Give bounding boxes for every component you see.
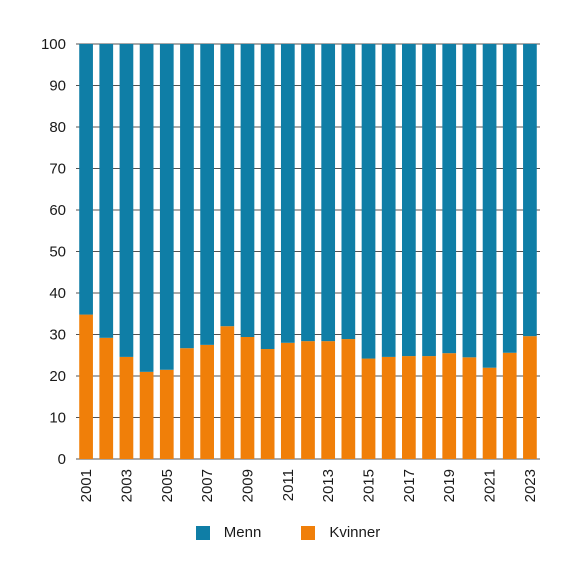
x-tick-label: 2019 [441, 469, 458, 502]
y-tick-label: 20 [49, 368, 66, 385]
x-tick-label: 2001 [78, 469, 95, 502]
bar-kvinner-2015 [361, 358, 376, 459]
bar-kvinner-2001 [79, 314, 93, 459]
bar-kvinner-2013 [321, 341, 336, 459]
x-tick-label: 2007 [199, 469, 216, 502]
bar-menn-2002 [99, 44, 114, 338]
bar-menn-2012 [301, 44, 315, 342]
x-tick-label: 2017 [401, 469, 418, 502]
bar-kvinner-2011 [280, 342, 295, 459]
bar-menn-2023 [523, 44, 537, 337]
bar-kvinner-2020 [462, 357, 477, 459]
bar-menn-2005 [159, 44, 174, 370]
legend-swatch-menn [195, 525, 210, 540]
x-tick-label: 2005 [159, 469, 176, 502]
y-tick-label: 60 [49, 202, 66, 219]
bar-kvinner-2007 [200, 344, 214, 459]
bar-menn-2009 [240, 44, 255, 337]
x-tick-label: 2021 [482, 469, 499, 502]
legend-item-kvinner: Kvinner [301, 524, 380, 541]
legend-swatch-kvinner [301, 525, 316, 540]
bar-kvinner-2005 [159, 369, 174, 459]
legend: Menn Kvinner [0, 524, 576, 541]
bar-kvinner-2012 [301, 341, 315, 459]
legend-label-menn: Menn [223, 524, 262, 541]
bars [79, 44, 537, 459]
y-tick-label: 90 [49, 78, 66, 95]
bar-menn-2007 [200, 44, 214, 345]
bar-kvinner-2021 [482, 367, 497, 459]
bar-kvinner-2023 [523, 336, 537, 459]
y-tick-label: 70 [49, 161, 66, 178]
y-tick-label: 100 [41, 36, 66, 53]
y-tick-label: 0 [58, 451, 66, 468]
x-axis-ticks: 2001 2003 2005 2007 2009 2011 2013 2015 2017 2019… [78, 469, 539, 502]
bar-menn-2013 [321, 44, 336, 342]
bar-kvinner-2003 [119, 356, 134, 459]
y-tick-label: 50 [49, 244, 66, 261]
bar-kvinner-2004 [139, 371, 154, 459]
bar-kvinner-2017 [402, 356, 416, 459]
bar-menn-2018 [422, 44, 436, 357]
bar-kvinner-2008 [220, 326, 235, 459]
legend-label-kvinner: Kvinner [329, 524, 381, 541]
x-tick-label: 2003 [118, 469, 135, 502]
bar-kvinner-2016 [381, 356, 396, 459]
bar-kvinner-2022 [502, 352, 517, 459]
y-tick-label: 80 [49, 119, 66, 136]
bar-menn-2019 [442, 44, 457, 354]
bar-menn-2010 [260, 44, 275, 350]
legend-item-menn: Menn [195, 524, 262, 541]
bar-menn-2008 [220, 44, 235, 327]
bar-menn-2022 [502, 44, 517, 353]
x-tick-label: 2013 [320, 469, 337, 502]
bar-kvinner-2009 [240, 336, 255, 459]
bar-menn-2003 [119, 44, 134, 357]
bar-menn-2001 [79, 44, 93, 315]
x-tick-label: 2015 [361, 469, 378, 502]
bar-menn-2017 [402, 44, 416, 357]
bar-kvinner-2018 [422, 356, 436, 459]
y-axis-ticks: 0 10 20 30 40 50 60 70 80 90 100 [41, 36, 66, 468]
bar-kvinner-2002 [99, 337, 114, 459]
bar-menn-2014 [341, 44, 356, 340]
bar-kvinner-2014 [341, 339, 356, 459]
x-tick-label: 2011 [280, 469, 297, 501]
bar-menn-2006 [180, 44, 194, 349]
y-tick-label: 10 [49, 410, 66, 427]
x-tick-label: 2009 [239, 469, 256, 502]
bar-menn-2004 [139, 44, 154, 372]
y-tick-label: 40 [49, 285, 66, 302]
bar-kvinner-2010 [260, 349, 275, 459]
bar-menn-2011 [280, 44, 295, 343]
bar-menn-2015 [361, 44, 376, 359]
bar-menn-2021 [482, 44, 497, 368]
bar-menn-2016 [381, 44, 396, 357]
bar-kvinner-2019 [442, 353, 457, 459]
bar-menn-2020 [462, 44, 477, 358]
x-tick-label: 2023 [522, 469, 539, 502]
bar-kvinner-2006 [180, 348, 194, 459]
y-tick-label: 30 [49, 327, 66, 344]
